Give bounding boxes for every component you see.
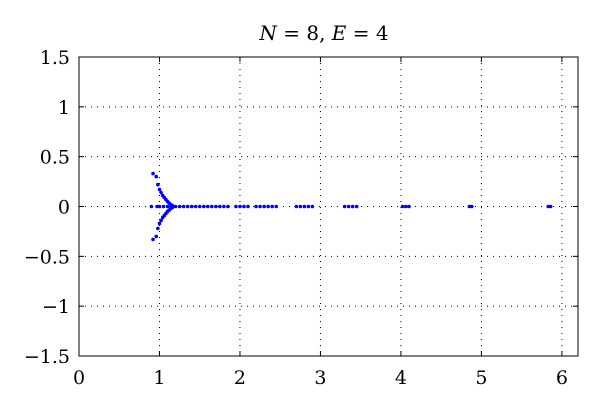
- data-point: [274, 204, 278, 209]
- y-tick-label: −0.5: [24, 246, 70, 268]
- data-points: [149, 171, 553, 242]
- data-point: [156, 182, 160, 187]
- data-point: [469, 204, 474, 209]
- data-point: [209, 204, 214, 209]
- y-tick-label: −1.5: [24, 346, 70, 368]
- title-e-symbol: E: [331, 21, 347, 45]
- title-e-value: = 4: [346, 21, 388, 45]
- x-tick-label: 6: [556, 367, 568, 389]
- data-point: [254, 204, 258, 209]
- chart-title: N = 8, E = 4: [258, 21, 388, 45]
- x-tick-label: 0: [73, 367, 85, 389]
- data-point: [154, 174, 159, 179]
- y-tick-label: 1.5: [40, 47, 70, 69]
- data-point: [270, 204, 274, 209]
- y-tick-labels: 1.5 1 0.5 0 −0.5 −1 −1.5: [24, 47, 70, 368]
- data-point: [214, 204, 218, 209]
- y-tick-label: 0.5: [40, 147, 70, 169]
- data-point: [234, 204, 238, 209]
- data-point: [262, 204, 266, 209]
- grid-lines: [79, 57, 578, 356]
- axes-box: [78, 56, 579, 357]
- data-point: [407, 204, 411, 209]
- data-point: [400, 204, 405, 209]
- title-n-symbol: N: [258, 21, 278, 45]
- data-point: [246, 204, 250, 209]
- data-point: [197, 204, 202, 209]
- data-point: [193, 204, 198, 209]
- data-point: [151, 171, 155, 176]
- data-point: [201, 204, 206, 209]
- title-n-value: = 8,: [277, 21, 332, 45]
- data-point: [159, 218, 163, 223]
- x-tick-label: 2: [234, 367, 246, 389]
- x-tick-label: 5: [475, 367, 487, 389]
- data-point: [310, 204, 315, 209]
- data-point: [205, 204, 210, 209]
- data-point: [157, 204, 162, 209]
- data-point: [258, 204, 262, 209]
- data-point: [403, 204, 408, 209]
- data-point: [157, 187, 162, 192]
- data-point: [342, 204, 347, 209]
- tick-marks: [78, 56, 578, 357]
- data-point: [156, 226, 160, 231]
- data-point: [242, 204, 246, 209]
- x-tick-label: 1: [153, 367, 165, 389]
- data-point: [354, 204, 359, 209]
- y-tick-label: 0: [58, 197, 70, 219]
- data-point: [306, 204, 311, 209]
- data-point: [154, 234, 159, 239]
- data-point: [185, 204, 190, 209]
- x-tick-label: 3: [314, 367, 326, 389]
- data-point: [189, 204, 194, 209]
- data-point: [177, 204, 182, 209]
- data-point: [157, 221, 162, 226]
- data-point: [266, 204, 270, 209]
- data-point: [218, 204, 222, 209]
- data-point: [298, 204, 303, 209]
- data-point: [294, 204, 299, 209]
- data-point: [169, 204, 174, 209]
- data-point: [226, 204, 230, 209]
- data-point: [159, 190, 163, 195]
- data-point: [302, 204, 307, 209]
- data-point: [238, 204, 242, 209]
- data-point: [149, 204, 154, 209]
- x-tick-labels: 0 1 2 3 4 5 6: [73, 367, 568, 389]
- data-point: [173, 204, 178, 209]
- x-tick-label: 4: [395, 367, 407, 389]
- data-point: [165, 204, 170, 209]
- data-point: [151, 237, 155, 242]
- data-point: [161, 204, 166, 209]
- data-point: [350, 204, 355, 209]
- data-point: [222, 204, 226, 209]
- y-tick-label: 1: [58, 97, 70, 119]
- data-point: [548, 204, 553, 209]
- y-tick-label: −1: [42, 296, 70, 318]
- data-point: [346, 204, 351, 209]
- data-point: [181, 204, 186, 209]
